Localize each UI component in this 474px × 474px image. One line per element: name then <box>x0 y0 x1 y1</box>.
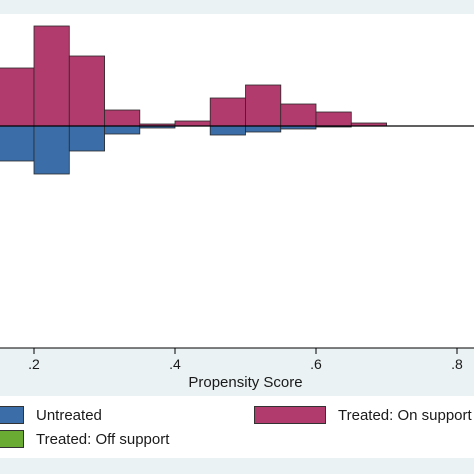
bar-untreated-0.225 <box>33 125 70 175</box>
bar-untreated-0.525 <box>245 125 282 133</box>
x-axis-title: Propensity Score <box>188 374 302 391</box>
bar-untreated-0.275 <box>68 125 106 152</box>
bar-treated-on-support-0.525 <box>245 84 282 127</box>
bar-treated-on-support-0.575 <box>280 103 317 127</box>
legend-swatch-treated-off-support <box>0 430 24 448</box>
bar-treated-on-support-0.275 <box>68 55 106 127</box>
bar-treated-on-support-0.325 <box>104 109 141 127</box>
legend-item-treated-off-support: Treated: Off support <box>0 430 169 448</box>
bars-layer <box>0 25 387 175</box>
x-tick-label-1: .4 <box>169 356 181 372</box>
bar-untreated-0.175 <box>0 125 35 162</box>
histogram-chart: .2 .4 .6 .8 Propensity Score <box>0 25 474 391</box>
bar-treated-on-support-0.475 <box>209 97 246 127</box>
legend-swatch-untreated <box>0 406 24 424</box>
x-tick-label-2: .6 <box>310 356 322 372</box>
legend-label-treated-off-support: Treated: Off support <box>36 430 170 448</box>
x-tick-label-0: .2 <box>28 356 40 372</box>
legend-swatch-treated-on-support <box>254 406 326 424</box>
legend: Untreated Treated: On support Treated: O… <box>0 396 474 458</box>
bar-treated-on-support-0.175 <box>0 67 35 127</box>
legend-label-untreated: Untreated <box>36 406 102 424</box>
legend-item-treated-on-support: Treated: On support <box>254 406 472 424</box>
bar-treated-on-support-0.625 <box>315 111 352 127</box>
legend-label-treated-on-support: Treated: On support <box>338 406 472 424</box>
bar-untreated-0.475 <box>209 125 246 136</box>
bar-treated-on-support-0.425 <box>174 120 211 127</box>
x-axis-ticks: .2 .4 .6 .8 <box>28 348 463 372</box>
bar-untreated-0.325 <box>104 125 141 135</box>
bar-treated-on-support-0.225 <box>33 25 70 127</box>
legend-item-untreated: Untreated <box>0 406 102 424</box>
x-tick-label-3: .8 <box>451 356 463 372</box>
